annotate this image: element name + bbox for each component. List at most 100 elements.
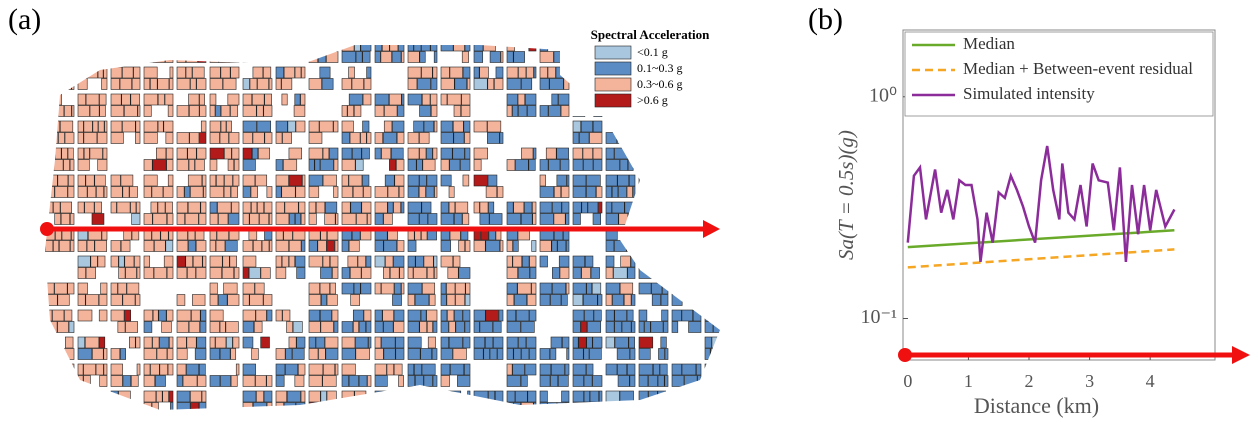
building	[276, 160, 283, 171]
building	[243, 106, 256, 117]
building	[321, 322, 334, 333]
building	[629, 337, 635, 348]
building	[168, 175, 173, 186]
building	[298, 364, 305, 375]
building	[408, 148, 419, 159]
building	[408, 295, 415, 306]
building	[122, 67, 133, 78]
building	[92, 40, 104, 51]
building	[457, 376, 470, 387]
building	[250, 295, 263, 306]
building	[698, 376, 701, 387]
building	[68, 148, 73, 159]
building	[188, 175, 202, 186]
building	[186, 256, 193, 267]
building	[651, 322, 663, 333]
building	[220, 322, 225, 333]
building	[554, 214, 565, 225]
x-tick-label: 2	[1025, 371, 1034, 391]
building	[144, 67, 157, 78]
building	[521, 349, 528, 360]
building	[152, 187, 163, 198]
building	[388, 202, 393, 213]
building	[55, 283, 68, 294]
building	[526, 337, 536, 348]
building	[78, 202, 84, 213]
building	[86, 175, 94, 186]
building	[540, 349, 550, 360]
building	[450, 67, 463, 78]
building	[375, 202, 387, 213]
building	[689, 322, 701, 333]
building	[639, 403, 644, 414]
building	[342, 403, 349, 414]
building	[210, 94, 216, 105]
building	[294, 106, 305, 117]
building	[414, 121, 424, 132]
building	[164, 121, 173, 132]
building	[289, 214, 294, 225]
building	[117, 40, 124, 51]
building	[243, 364, 256, 375]
building	[431, 40, 437, 51]
building	[78, 241, 87, 252]
building	[514, 349, 521, 360]
building	[618, 175, 629, 186]
building	[162, 322, 172, 333]
building	[447, 94, 461, 105]
building	[45, 337, 53, 348]
building	[177, 349, 187, 360]
building	[394, 202, 401, 213]
building	[383, 268, 389, 279]
building	[111, 391, 118, 402]
building	[276, 349, 285, 360]
building	[606, 187, 612, 198]
building	[705, 364, 712, 375]
building	[286, 349, 292, 360]
building	[431, 106, 437, 117]
building	[724, 322, 734, 333]
building	[223, 79, 236, 90]
building	[513, 241, 518, 252]
building	[219, 52, 229, 63]
building	[68, 187, 74, 198]
building	[705, 322, 713, 333]
building	[95, 175, 106, 186]
building	[223, 256, 230, 267]
building	[111, 349, 120, 360]
legend-label: Median	[963, 34, 1015, 53]
building	[375, 106, 384, 117]
building	[243, 268, 249, 279]
building	[243, 256, 256, 267]
building	[705, 295, 715, 306]
x-tick-label: 1	[964, 371, 973, 391]
building	[396, 160, 404, 171]
x-tick-label: 0	[903, 371, 912, 391]
building	[615, 322, 622, 333]
building	[551, 337, 562, 348]
building	[593, 148, 602, 159]
building	[334, 121, 338, 132]
building	[465, 148, 470, 159]
building	[276, 391, 287, 402]
building	[518, 94, 525, 105]
building	[672, 175, 681, 186]
building	[309, 160, 314, 171]
building	[420, 52, 425, 63]
building	[144, 322, 152, 333]
building	[84, 148, 89, 159]
building	[619, 214, 628, 225]
building	[695, 160, 701, 171]
building	[243, 322, 254, 333]
building	[228, 214, 239, 225]
building	[549, 160, 560, 171]
building	[210, 256, 222, 267]
building	[334, 160, 338, 171]
building	[441, 121, 453, 132]
building	[264, 106, 272, 117]
building	[615, 337, 628, 348]
building	[441, 364, 450, 375]
building	[453, 349, 467, 360]
building	[672, 241, 679, 252]
building	[97, 133, 107, 144]
